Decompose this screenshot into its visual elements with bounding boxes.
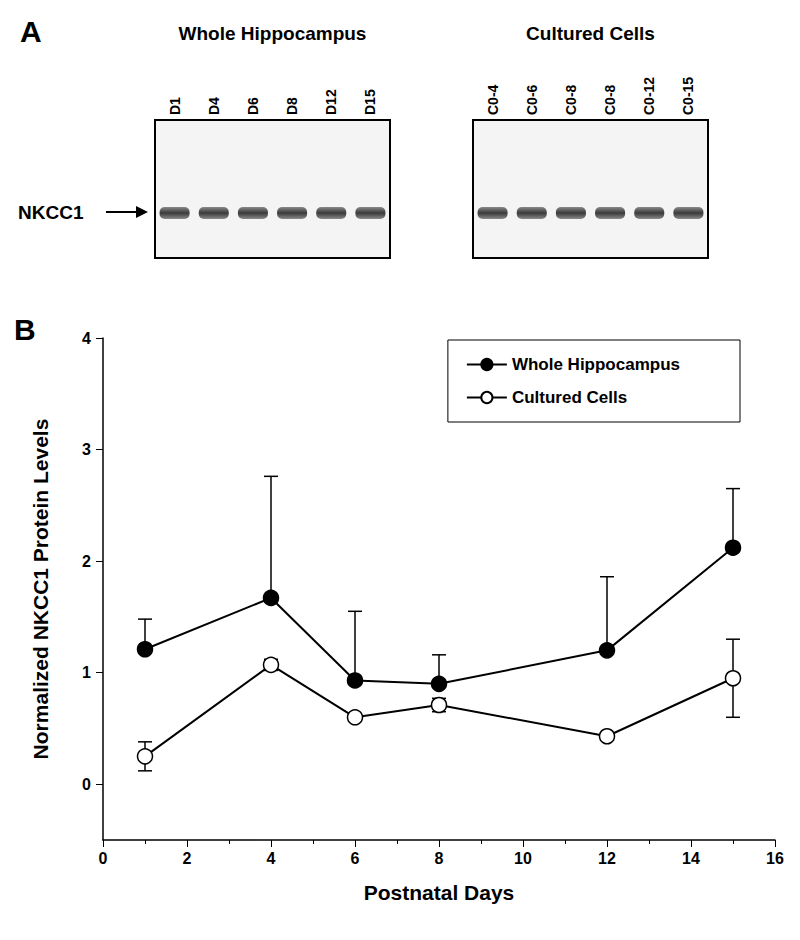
svg-text:B: B: [14, 313, 36, 346]
svg-text:Cultured Cells: Cultured Cells: [526, 23, 655, 44]
svg-text:D6: D6: [245, 97, 261, 115]
svg-text:4: 4: [267, 850, 276, 867]
svg-text:C0-4: C0-4: [485, 84, 501, 115]
svg-text:Whole Hippocampus: Whole Hippocampus: [179, 23, 367, 44]
svg-text:6: 6: [351, 850, 360, 867]
svg-text:Whole Hippocampus: Whole Hippocampus: [512, 355, 680, 374]
svg-text:16: 16: [766, 850, 784, 867]
svg-text:C0-8: C0-8: [563, 84, 579, 115]
svg-text:C0-6: C0-6: [524, 84, 540, 115]
svg-text:Normalized NKCC1 Protein Level: Normalized NKCC1 Protein Levels: [29, 419, 52, 760]
svg-text:C0-15: C0-15: [680, 77, 696, 115]
svg-text:3: 3: [82, 441, 91, 458]
svg-text:C0-8: C0-8: [602, 84, 618, 115]
svg-text:D15: D15: [362, 89, 378, 115]
svg-text:A: A: [20, 15, 42, 48]
svg-text:2: 2: [82, 553, 91, 570]
svg-text:D12: D12: [323, 89, 339, 115]
svg-text:D4: D4: [206, 97, 222, 115]
svg-text:Postnatal Days: Postnatal Days: [364, 881, 515, 904]
svg-text:1: 1: [82, 664, 91, 681]
svg-text:0: 0: [99, 850, 108, 867]
svg-text:10: 10: [514, 850, 532, 867]
svg-text:D1: D1: [167, 97, 183, 115]
svg-text:2: 2: [183, 850, 192, 867]
svg-text:C0-12: C0-12: [641, 77, 657, 115]
svg-text:4: 4: [82, 330, 91, 347]
svg-text:12: 12: [598, 850, 616, 867]
svg-text:0: 0: [82, 776, 91, 793]
svg-text:D8: D8: [284, 97, 300, 115]
svg-text:NKCC1: NKCC1: [18, 202, 84, 223]
svg-text:8: 8: [435, 850, 444, 867]
svg-text:14: 14: [682, 850, 700, 867]
svg-text:Cultured Cells: Cultured Cells: [512, 388, 627, 407]
